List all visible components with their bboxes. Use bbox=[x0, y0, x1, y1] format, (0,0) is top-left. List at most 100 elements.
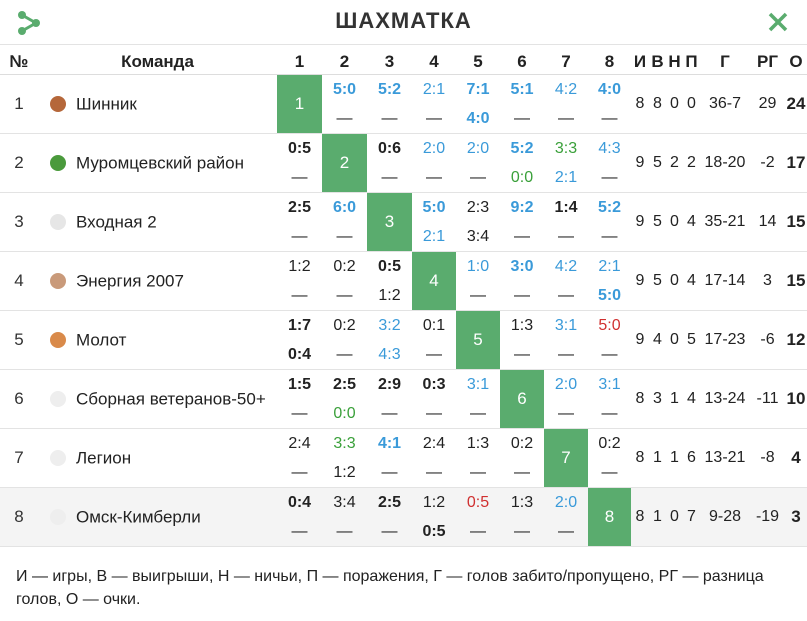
result-cell[interactable]: 9:2 — bbox=[500, 192, 544, 252]
team-name[interactable]: Молот bbox=[76, 330, 127, 350]
result-cell[interactable]: 0:2 — bbox=[588, 428, 631, 488]
result-cell[interactable]: 5:2 0:0 bbox=[500, 133, 544, 193]
result-cell[interactable]: 1:2 — bbox=[277, 251, 322, 311]
result-cell[interactable]: 1:3 — bbox=[500, 487, 544, 547]
share-icon[interactable] bbox=[16, 10, 42, 36]
result-cell[interactable]: 2:5 — bbox=[277, 192, 322, 252]
result-cell[interactable]: 2:0 — bbox=[544, 487, 588, 547]
score-first: 3:3 bbox=[554, 140, 578, 157]
team-name[interactable]: Энергия 2007 bbox=[76, 271, 184, 291]
result-cell[interactable]: 1:3 — bbox=[456, 428, 500, 488]
result-cell[interactable]: 1:5 — bbox=[277, 369, 322, 429]
result-cell[interactable]: 2:4 — bbox=[412, 428, 456, 488]
result-cell[interactable]: 1:0 — bbox=[456, 251, 500, 311]
diagonal-cell: 5 bbox=[456, 310, 500, 370]
result-cell[interactable]: 5:1 — bbox=[500, 74, 544, 134]
result-cell[interactable]: 5:2 — bbox=[367, 74, 412, 134]
table-row[interactable]: 5 Молот 1:7 0:4 0:2 — 3:2 4:3 0:1 — 5 1:3 — 3:1 — 5:0 — 9… bbox=[0, 310, 807, 370]
stat-draws: 0 bbox=[666, 487, 683, 547]
team-name[interactable]: Легион bbox=[76, 448, 132, 468]
team-cell[interactable]: Сборная ветеранов-50+ bbox=[38, 369, 277, 429]
result-cell[interactable]: 4:0 — bbox=[588, 74, 631, 134]
result-cell[interactable]: 0:2 — bbox=[500, 428, 544, 488]
team-name[interactable]: Омск-Кимберли bbox=[76, 507, 201, 527]
result-cell[interactable]: 5:0 — bbox=[322, 74, 367, 134]
result-cell[interactable]: 2:1 5:0 bbox=[588, 251, 631, 311]
result-cell[interactable]: 0:5 — bbox=[277, 133, 322, 193]
score-second: — bbox=[336, 110, 353, 127]
result-cell[interactable]: 0:5 1:2 bbox=[367, 251, 412, 311]
team-cell[interactable]: Легион bbox=[38, 428, 277, 488]
col-diff: РГ bbox=[750, 50, 785, 75]
result-cell[interactable]: 7:1 4:0 bbox=[456, 74, 500, 134]
team-cell[interactable]: Молот bbox=[38, 310, 277, 370]
result-cell[interactable]: 4:3 — bbox=[588, 133, 631, 193]
result-cell[interactable]: 2:4 — bbox=[277, 428, 322, 488]
result-cell[interactable]: 4:2 — bbox=[544, 74, 588, 134]
team-logo-icon bbox=[50, 332, 66, 349]
result-cell[interactable]: 3:0 — bbox=[500, 251, 544, 311]
team-cell[interactable]: Шинник bbox=[38, 74, 277, 134]
result-cell[interactable]: 3:3 1:2 bbox=[322, 428, 367, 488]
result-cell[interactable]: 2:3 3:4 bbox=[456, 192, 500, 252]
table-row[interactable]: 7 Легион 2:4—3:3 1:2 4:1—2:4—1:3—0:2—7 0:2—8 1… bbox=[0, 428, 807, 488]
team-name[interactable]: Сборная ветеранов-50+ bbox=[76, 389, 266, 409]
table-row[interactable]: 3 Входная 2 2:5—6:0—3 5:0 2:1 2:3 3:4 9:2—1:4—5… bbox=[0, 192, 807, 252]
result-cell[interactable]: 2:0 — bbox=[412, 133, 456, 193]
table-row[interactable]: 6 Сборная ветеранов-50+ 1:5 — 2:5 0:0 2:9 — 0:3 —… bbox=[0, 369, 807, 429]
result-cell[interactable]: 0:1 — bbox=[412, 310, 456, 370]
result-cell[interactable]: 1:4 — bbox=[544, 192, 588, 252]
close-icon[interactable] bbox=[767, 11, 789, 33]
result-cell[interactable]: 2:1 — bbox=[412, 74, 456, 134]
stat-losses: 6 bbox=[683, 428, 700, 488]
result-cell[interactable]: 2:5 — bbox=[367, 487, 412, 547]
table-row[interactable]: 8 Омск-Кимберли 0:4 — 3:4 — 2:5 — 1:2 0:5 0:5 — 1:3 —… bbox=[0, 487, 807, 547]
result-cell[interactable]: 5:0 2:1 bbox=[412, 192, 456, 252]
result-cell[interactable]: 1:3 — bbox=[500, 310, 544, 370]
result-cell[interactable]: 4:1 — bbox=[367, 428, 412, 488]
result-cell[interactable]: 2:5 0:0 bbox=[322, 369, 367, 429]
result-cell[interactable]: 0:4 — bbox=[277, 487, 322, 547]
result-cell[interactable]: 0:3 — bbox=[412, 369, 456, 429]
score-second: — bbox=[470, 523, 486, 540]
result-cell[interactable]: 1:7 0:4 bbox=[277, 310, 322, 370]
team-name[interactable]: Входная 2 bbox=[76, 212, 157, 232]
score-first: 4:1 bbox=[377, 435, 402, 452]
score-first: 0:2 bbox=[333, 317, 356, 334]
result-cell[interactable]: 3:1 — bbox=[456, 369, 500, 429]
result-cell[interactable]: 1:2 0:5 bbox=[412, 487, 456, 547]
table-row[interactable]: 1 Шинник 1 5:0 — 5:2 — 2:1 — 7:1 4:0 5:1 — 4:2 — 4:0 — 8 8… bbox=[0, 74, 807, 134]
col-opp-5: 5 bbox=[456, 50, 500, 75]
result-cell[interactable]: 0:2 — bbox=[322, 251, 367, 311]
result-cell[interactable]: 3:3 2:1 bbox=[544, 133, 588, 193]
result-cell[interactable]: 2:0 — bbox=[456, 133, 500, 193]
diagonal-cell: 6 bbox=[500, 369, 544, 429]
team-cell[interactable]: Входная 2 bbox=[38, 192, 277, 252]
score-first: 2:4 bbox=[288, 435, 311, 452]
result-cell[interactable]: 0:2 — bbox=[322, 310, 367, 370]
score-second: — bbox=[336, 287, 353, 304]
result-cell[interactable]: 0:6 — bbox=[367, 133, 412, 193]
score-first: 7:1 bbox=[466, 81, 490, 98]
team-cell[interactable]: Омск-Кимберли bbox=[38, 487, 277, 547]
result-cell[interactable]: 3:4 — bbox=[322, 487, 367, 547]
team-name[interactable]: Муромцевский район bbox=[76, 153, 244, 173]
table-row[interactable]: 4 Энергия 2007 1:2 — 0:2 — 0:5 1:2 4 1:0 — 3:0 — 4:2 —… bbox=[0, 251, 807, 311]
result-cell[interactable]: 2:0 — bbox=[544, 369, 588, 429]
result-cell[interactable]: 5:2 — bbox=[588, 192, 631, 252]
result-cell[interactable]: 3:1 — bbox=[588, 369, 631, 429]
team-name[interactable]: Шинник bbox=[76, 94, 137, 114]
result-cell[interactable]: 6:0 — bbox=[322, 192, 367, 252]
score-second: 3:4 bbox=[466, 228, 490, 245]
team-cell[interactable]: Энергия 2007 bbox=[38, 251, 277, 311]
result-cell[interactable]: 0:5 — bbox=[456, 487, 500, 547]
team-cell[interactable]: Муромцевский район bbox=[38, 133, 277, 193]
result-cell[interactable]: 3:2 4:3 bbox=[367, 310, 412, 370]
table-row[interactable]: 2 Муромцевский район 0:5 — 2 0:6 — 2:0 — 2:0 — 5:2 0… bbox=[0, 133, 807, 193]
result-cell[interactable]: 2:9 — bbox=[367, 369, 412, 429]
result-cell[interactable]: 3:1 — bbox=[544, 310, 588, 370]
stat-wins: 4 bbox=[649, 310, 666, 370]
result-cell[interactable]: 4:2 — bbox=[544, 251, 588, 311]
result-cell[interactable]: 5:0 — bbox=[588, 310, 631, 370]
stat-losses: 7 bbox=[683, 487, 700, 547]
